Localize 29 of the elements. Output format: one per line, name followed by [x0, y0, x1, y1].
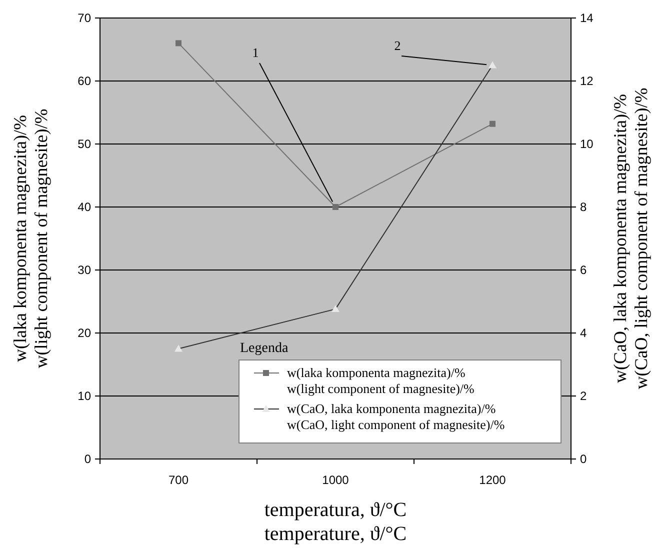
y-tick-label: 20: [78, 326, 92, 340]
legend-label: w(CaO, laka komponenta magnezita)/% w(CaO, light component of magnesite)/%: [287, 401, 505, 432]
y2-tick-label: 10: [580, 137, 594, 152]
y2-tick-label: 0: [580, 452, 587, 466]
x-axis-title: temperatura, ϑ/°C temperature, ϑ/°C: [264, 499, 407, 545]
x-tick-label: 1000: [322, 473, 350, 487]
y2-axis-title: w(CaO, laka komponenta magnezita)/% w(CaO, light component of magnesite)/%: [610, 88, 651, 390]
y-tick-label: 30: [78, 263, 92, 278]
y2-tick-label: 12: [580, 74, 594, 88]
point: [332, 204, 338, 210]
y2-tick-label: 14: [580, 11, 594, 26]
legend-title: Legenda: [240, 341, 289, 356]
y-tick-label: 10: [78, 389, 92, 404]
y-tick-label: 70: [78, 11, 92, 26]
y2-tick-label: 6: [580, 263, 587, 278]
annotation: 2: [394, 38, 401, 53]
y2-tick-label: 2: [580, 389, 587, 404]
y-tick-label: 50: [78, 137, 92, 152]
y2-tick-label: 8: [580, 200, 587, 214]
y2-tick-label: 4: [580, 326, 587, 340]
point: [490, 120, 496, 127]
y-tick-label: 40: [78, 200, 92, 214]
point: [176, 40, 182, 46]
y-axis-title: w(laka komponenta magnezita)/% w(light component of magnesite)/%: [10, 108, 51, 368]
y-tick-label: 0: [84, 452, 92, 466]
x-tick-label: 700: [168, 473, 189, 487]
annotation: 1: [252, 45, 259, 60]
y-tick-label: 60: [78, 74, 92, 88]
x-tick-label: 1200: [479, 473, 506, 487]
